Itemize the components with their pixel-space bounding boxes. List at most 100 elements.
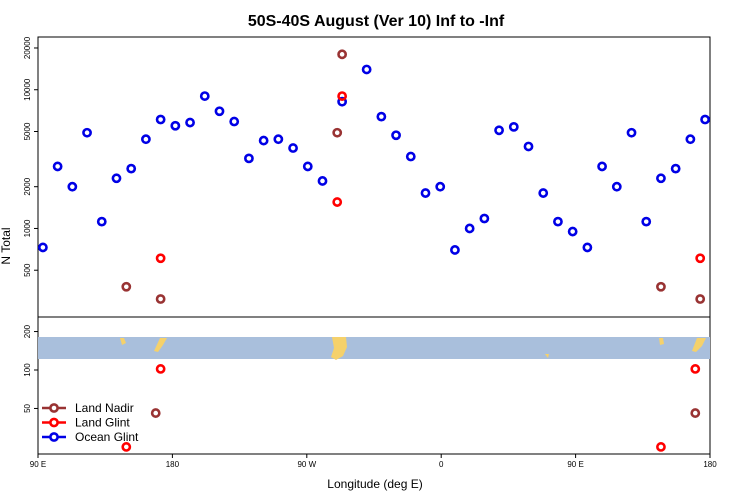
upper-ocean-glint-point [626,127,637,138]
upper-ocean-glint-point [523,141,534,152]
upper-land-glint-point [695,253,706,264]
ocean-band [38,337,710,359]
x-tick-label: 180 [703,460,717,469]
upper-land-nadir-point [656,281,666,292]
upper-ocean-glint-point [185,117,195,128]
upper-ocean-glint-point [337,96,348,107]
upper-ocean-glint-point [685,134,696,145]
x-tick-label: 180 [166,460,180,469]
y-upper-tick-label: 5000 [23,122,32,140]
upper-ocean-glint-point [464,223,475,234]
upper-panel-frame [37,36,711,318]
x-tick-label: 90 E [567,460,583,469]
data-points [38,49,710,452]
y-upper-tick-label: 500 [23,263,32,277]
lower-land-glint-point [121,442,132,452]
upper-ocean-glint-point [155,114,166,125]
upper-ocean-glint-point [494,125,504,136]
map-strip [38,337,710,360]
upper-land-glint-point [155,253,166,264]
y-upper-tick-label: 1000 [23,219,32,237]
y-upper-tick-label: 20000 [23,36,32,59]
upper-ocean-glint-point [214,106,225,117]
y-lower-tick-label: 200 [23,324,32,338]
upper-ocean-glint-point [67,181,78,192]
upper-ocean-glint-point [376,111,387,122]
upper-ocean-glint-point [582,242,593,253]
upper-ocean-glint-point [641,216,652,227]
upper-ocean-glint-point [52,161,63,172]
upper-ocean-glint-point [611,181,622,192]
upper-land-nadir-point [695,294,706,304]
y-axis-title: N Total [0,227,13,264]
upper-ocean-glint-point [538,188,549,198]
upper-ocean-glint-point [420,188,431,198]
chart-title: 50S-40S August (Ver 10) Inf to -Inf [248,13,505,30]
y-upper-tick-label: 10000 [23,78,32,101]
upper-ocean-glint-point [479,213,490,224]
upper-ocean-glint-point [435,181,446,192]
upper-ocean-glint-point [111,173,122,184]
land-patch [545,354,549,358]
upper-ocean-glint-point [244,153,254,164]
upper-land-nadir-point [121,281,132,292]
upper-ocean-glint-point [656,173,666,184]
legend-land-nadir-label: Land Nadir [75,401,134,415]
upper-ocean-glint-point [361,64,372,75]
upper-land-glint-point [337,91,348,101]
y-lower-tick-label: 100 [23,363,32,377]
legend-ocean-glint-marker [49,432,59,442]
x-axis: 90 E 180 90 W 0 90 E 180 [30,454,717,469]
upper-ocean-glint-point [288,143,298,153]
upper-ocean-glint-point [317,176,328,186]
land-patch [120,338,126,345]
y-lower-tick-label: 50 [23,403,32,412]
upper-ocean-glint-point [199,91,210,101]
lower-land-glint-point [155,364,166,374]
x-tick-label: 90 W [297,460,316,469]
upper-ocean-glint-point [258,135,269,146]
x-tick-label: 90 E [30,460,46,469]
lower-land-nadir-point [690,408,701,418]
lower-panel-frame [37,316,711,455]
upper-ocean-glint-point [302,161,313,172]
upper-land-nadir-point [332,127,343,138]
upper-ocean-glint-point [126,163,137,174]
legend-land-glint-marker [49,417,59,428]
y-axis-upper: 500 1000 2000 5000 10000 20000 [23,36,38,277]
lower-land-nadir-point [150,408,161,418]
upper-land-nadir-point [155,294,166,304]
land-patch [331,337,347,360]
upper-ocean-glint-point [38,242,48,253]
legend-ocean-glint-label: Ocean Glint [75,430,139,444]
land-patch [154,338,167,352]
x-axis-title: Longitude (deg E) [327,477,422,491]
upper-ocean-glint-point [700,114,710,125]
legend-land-nadir-marker [49,403,59,413]
y-upper-tick-label: 2000 [23,177,32,195]
upper-ocean-glint-point [141,134,151,145]
upper-ocean-glint-point [450,245,460,255]
upper-ocean-glint-point [567,226,578,237]
upper-ocean-glint-point [405,151,416,162]
lower-land-glint-point [656,442,666,452]
legend-land-glint-label: Land Glint [75,416,130,430]
upper-ocean-glint-point [670,163,681,174]
upper-ocean-glint-point [273,134,284,145]
upper-ocean-glint-point [508,121,519,132]
upper-ocean-glint-point [553,216,563,227]
land-patch [659,338,664,345]
upper-ocean-glint-point [391,130,401,141]
upper-land-nadir-point [337,49,348,60]
land-patch [692,338,706,352]
upper-land-glint-point [332,197,343,207]
upper-ocean-glint-point [597,161,607,172]
upper-ocean-glint-point [170,120,181,131]
upper-ocean-glint-point [96,216,107,227]
upper-ocean-glint-point [82,127,92,138]
y-axis-lower: 50 100 200 [23,324,38,413]
upper-ocean-glint-point [229,116,240,127]
x-tick-label: 0 [439,460,444,469]
